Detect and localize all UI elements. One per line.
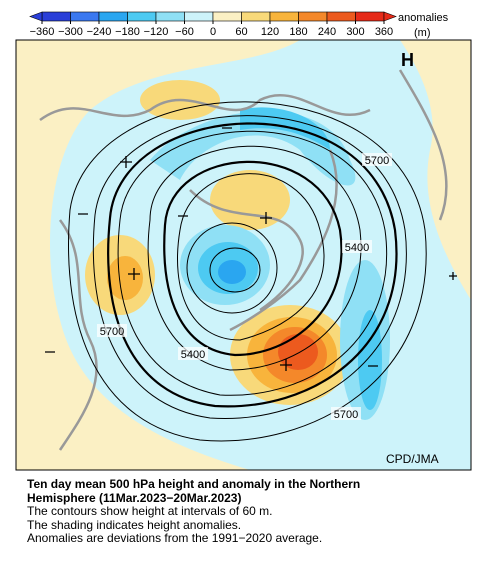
- caption-line: Anomalies are deviations from the 1991−2…: [27, 531, 323, 545]
- colorbar-tick-label: −300: [58, 26, 83, 38]
- colorbar-swatch: [326, 11, 356, 22]
- colorbar-swatch: [184, 11, 214, 22]
- colorbar-swatch: [212, 11, 242, 22]
- credit: CPD/JMA: [386, 452, 439, 466]
- colorbar-tick-label: 360: [375, 26, 393, 38]
- colorbar-unit: (m): [414, 27, 431, 39]
- caption-line: The shading indicates height anomalies.: [27, 517, 242, 532]
- colorbar-swatch: [41, 11, 71, 22]
- caption-title: Ten day mean 500 hPa height and anomaly …: [27, 477, 361, 491]
- colorbar-swatch: [127, 11, 157, 22]
- colorbar-tick-label: 120: [261, 26, 279, 38]
- colorbar-title: anomalies: [398, 12, 449, 24]
- high-label: H: [401, 50, 414, 70]
- colorbar-swatch: [70, 11, 100, 22]
- contour-label: 5700: [100, 326, 124, 338]
- contour-label: 5400: [345, 242, 369, 254]
- colorbar-tick-label: −180: [115, 26, 140, 38]
- colorbar-arrow: [29, 11, 43, 22]
- colorbar-tick-label: −60: [175, 26, 194, 38]
- contour-label-bg: [97, 324, 127, 337]
- colorbar-swatch: [241, 11, 271, 22]
- colorbar-swatch: [355, 11, 385, 22]
- colorbar-swatch: [269, 11, 299, 22]
- contour-label-bg: [362, 153, 392, 166]
- colorbar-tick-label: 300: [346, 26, 364, 38]
- colorbar-arrow: [383, 11, 397, 22]
- contour-label: 5700: [365, 155, 389, 167]
- colorbar-tick-label: −360: [30, 26, 55, 38]
- contour-label: 5700: [334, 409, 358, 421]
- colorbar-tick-label: 240: [318, 26, 336, 38]
- colorbar-tick-label: 180: [289, 26, 307, 38]
- colorbar-tick-label: 0: [210, 26, 216, 38]
- contour-label-bg: [178, 347, 208, 360]
- contour-label-bg: [331, 407, 361, 420]
- contour-label-bg: [342, 240, 372, 253]
- colorbar: −360 −300 −240 −180 −120 −60 0 60 120 180 240 300 36…: [29, 11, 397, 38]
- colorbar-tick-label: 60: [235, 26, 247, 38]
- figure: −360 −300 −240 −180 −120 −60 0 60 120 180 240 300 36…: [15, 11, 472, 471]
- caption-line: The contours show height at intervals of…: [27, 504, 273, 518]
- colorbar-swatch: [98, 11, 128, 22]
- caption-title: Hemisphere (11Mar.2023−20Mar.2023): [27, 490, 242, 505]
- contour-label: 5400: [181, 349, 205, 361]
- colorbar-swatch: [155, 11, 185, 22]
- colorbar-tick-label: −240: [87, 26, 112, 38]
- colorbar-tick-label: −120: [144, 26, 169, 38]
- colorbar-swatch: [298, 11, 328, 22]
- caption: Ten day mean 500 hPa height and anomaly …: [27, 477, 472, 546]
- map: 5700 5400 5700 5400 5700 H CPD/JMA: [16, 40, 471, 470]
